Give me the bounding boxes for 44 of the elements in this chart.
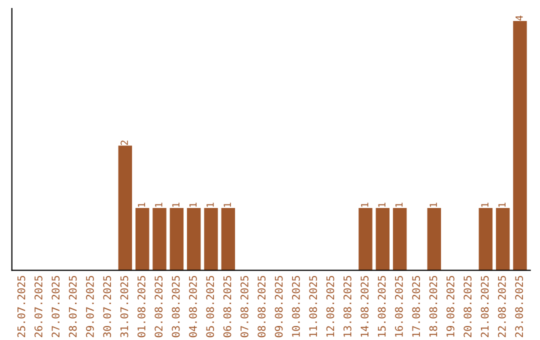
x-tick-label: 12.08.2025 bbox=[326, 276, 334, 337]
x-tick-label: 14.08.2025 bbox=[360, 276, 369, 337]
data-label: 1 bbox=[172, 202, 180, 207]
data-label: 1 bbox=[498, 202, 506, 207]
data-label: 1 bbox=[378, 202, 386, 207]
x-tick-label: 04.08.2025 bbox=[189, 276, 197, 338]
x-tick-label: 25.07.2025 bbox=[17, 276, 26, 338]
x-tick-label: 18.08.2025 bbox=[429, 276, 438, 337]
x-tick-label: 01.08.2025 bbox=[138, 276, 146, 338]
data-label: 1 bbox=[430, 202, 437, 207]
data-label: 1 bbox=[155, 202, 162, 207]
data-label: 1 bbox=[189, 202, 197, 207]
x-tick-label: 11.08.2025 bbox=[309, 276, 318, 337]
data-label: 1 bbox=[481, 202, 488, 207]
x-tick-label: 29.07.2025 bbox=[86, 276, 94, 338]
data-label: 4 bbox=[516, 16, 523, 20]
data-label: 1 bbox=[361, 202, 368, 207]
x-tick-label: 09.08.2025 bbox=[274, 276, 283, 338]
x-tick-label: 03.08.2025 bbox=[172, 276, 180, 338]
x-tick-label: 27.07.2025 bbox=[52, 276, 60, 338]
x-tick-label: 20.08.2025 bbox=[464, 276, 472, 338]
x-tick-label: 26.07.2025 bbox=[34, 276, 42, 338]
x-tick-label: 23.08.2025 bbox=[515, 276, 524, 338]
x-tick-label: 15.08.2025 bbox=[378, 276, 386, 337]
x-tick-label: 19.08.2025 bbox=[446, 276, 454, 337]
x-tick-label: 16.08.2025 bbox=[394, 276, 403, 337]
data-label: 1 bbox=[224, 202, 231, 207]
x-tick-label: 10.08.2025 bbox=[292, 276, 300, 337]
data-label: 1 bbox=[206, 202, 214, 207]
x-tick-label: 02.08.2025 bbox=[154, 276, 163, 338]
x-tick-label: 31.07.2025 bbox=[120, 276, 128, 338]
x-tick-label: 30.07.2025 bbox=[103, 276, 112, 338]
data-label: 1 bbox=[395, 202, 403, 207]
x-tick-label: 06.08.2025 bbox=[223, 276, 232, 338]
data-label: 1 bbox=[138, 202, 146, 207]
x-tick-label: 28.07.2025 bbox=[68, 276, 77, 338]
data-label: 2 bbox=[120, 140, 128, 145]
x-tick-label: 08.08.2025 bbox=[258, 276, 266, 338]
x-tick-label: 21.08.2025 bbox=[480, 276, 489, 338]
x-tick-label: 05.08.2025 bbox=[206, 276, 214, 338]
x-tick-label: 22.08.2025 bbox=[498, 276, 506, 338]
x-tick-label: 13.08.2025 bbox=[343, 276, 352, 337]
x-tick-label: 07.08.2025 bbox=[240, 276, 248, 338]
x-tick-label: 17.08.2025 bbox=[412, 276, 420, 337]
